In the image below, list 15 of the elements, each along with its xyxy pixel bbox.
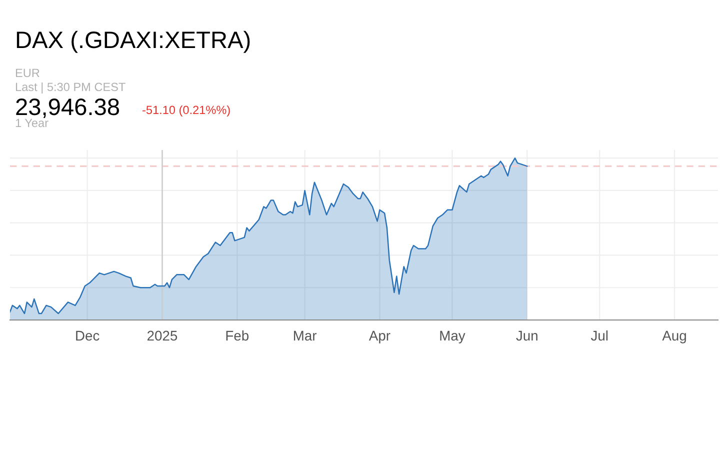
- text: 23,946.38: [16, 98, 120, 118]
- text: 1 Year: [16, 118, 48, 128]
- x-tick-label: 2025: [147, 330, 178, 341]
- chart-subtitle: EUR: [16, 68, 40, 78]
- text: -51.10 (0.21%%): [142, 105, 230, 116]
- chart-title: DAX (.GDAXI:XETRA): [16, 30, 250, 53]
- x-tick-label: Aug: [662, 330, 686, 344]
- x-tick-label: Dec: [76, 330, 100, 341]
- x-tick-label: Jul: [590, 330, 608, 341]
- x-tick-label: Jun: [516, 330, 538, 341]
- x-tick-label: Apr: [368, 330, 390, 344]
- text: Last | 5:30 PM CEST: [16, 82, 126, 94]
- x-tick-label: Mar: [294, 330, 317, 341]
- x-tick-label: May: [440, 330, 466, 344]
- x-tick-label: Feb: [226, 330, 249, 341]
